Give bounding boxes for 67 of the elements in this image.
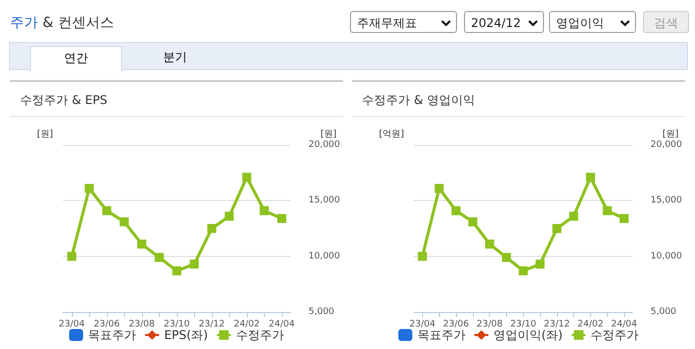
text: 검색 bbox=[643, 11, 689, 33]
x-tick-label: 23/06 bbox=[94, 320, 120, 330]
text: 영업이익 bbox=[556, 16, 604, 30]
point bbox=[102, 206, 112, 216]
point bbox=[586, 172, 595, 182]
y2-tick-label: 10,000 bbox=[308, 251, 340, 262]
point bbox=[518, 266, 528, 276]
point bbox=[154, 252, 164, 262]
text: 연간 bbox=[30, 46, 122, 72]
y2-axis-title: [원] bbox=[662, 130, 679, 140]
text: 주가 & 컨센서스 bbox=[10, 14, 114, 32]
point bbox=[468, 217, 478, 226]
text: 2024/12 bbox=[471, 16, 521, 30]
chart-title: 수정주가 & 영업이익 bbox=[362, 92, 475, 109]
point bbox=[536, 260, 545, 269]
x-tick-label: 23/08 bbox=[128, 320, 155, 330]
legend-label: EPS(좌) bbox=[164, 328, 208, 342]
point bbox=[452, 206, 461, 216]
x-tick-label: 23/12 bbox=[544, 320, 570, 330]
x-tick-label: 24/04 bbox=[611, 320, 638, 330]
point bbox=[485, 240, 494, 249]
x-tick-label: 24/02 bbox=[578, 320, 604, 330]
x-tick-label: 23/12 bbox=[198, 320, 225, 330]
point bbox=[172, 266, 182, 276]
legend-label: 수정주가 bbox=[236, 328, 284, 342]
y2-tick-label: 20,000 bbox=[650, 140, 682, 150]
text: 분기 bbox=[162, 49, 188, 66]
point bbox=[277, 214, 286, 223]
x-tick-label: 23/10 bbox=[510, 320, 536, 330]
legend-label: 영업이익(좌) bbox=[493, 328, 563, 342]
point bbox=[242, 172, 252, 182]
legend-label: 목표주가 bbox=[417, 328, 466, 342]
point bbox=[207, 224, 216, 233]
point bbox=[67, 252, 76, 261]
y2-tick-label: 15,000 bbox=[308, 196, 340, 206]
y2-tick-label: 15,000 bbox=[650, 196, 682, 206]
y2-tick-label: 10,000 bbox=[650, 251, 682, 262]
point bbox=[602, 206, 612, 216]
point bbox=[84, 184, 94, 193]
y-axis-title: [억원] bbox=[378, 130, 404, 140]
point bbox=[190, 260, 199, 269]
point bbox=[620, 214, 629, 223]
point bbox=[552, 224, 562, 233]
legend-label: 목표주가 bbox=[88, 328, 136, 342]
x-tick-label: 24/02 bbox=[234, 320, 260, 330]
point bbox=[569, 212, 578, 221]
x-tick-label: 23/04 bbox=[409, 320, 436, 330]
y-axis-title: [원] bbox=[36, 130, 53, 140]
point bbox=[418, 252, 427, 261]
x-tick-label: 23/08 bbox=[476, 320, 503, 330]
y2-tick-label: 5,000 bbox=[308, 307, 335, 317]
point bbox=[120, 217, 129, 226]
x-tick-label: 23/10 bbox=[164, 320, 190, 330]
x-tick-label: 23/06 bbox=[443, 320, 470, 330]
legend-label: 수정주가 bbox=[590, 328, 639, 342]
y2-tick-label: 20,000 bbox=[308, 140, 340, 150]
point bbox=[224, 212, 234, 221]
chart-title: 수정주가 & EPS bbox=[20, 92, 108, 109]
x-tick-label: 24/04 bbox=[268, 320, 295, 330]
point bbox=[434, 184, 444, 193]
point bbox=[502, 252, 511, 262]
x-tick-label: 23/04 bbox=[58, 320, 85, 330]
y2-tick-label: 5,000 bbox=[650, 307, 677, 317]
point bbox=[260, 206, 269, 216]
y2-axis-title: [원] bbox=[320, 130, 337, 140]
point bbox=[137, 240, 146, 249]
text: 주재무제표 bbox=[357, 16, 417, 30]
